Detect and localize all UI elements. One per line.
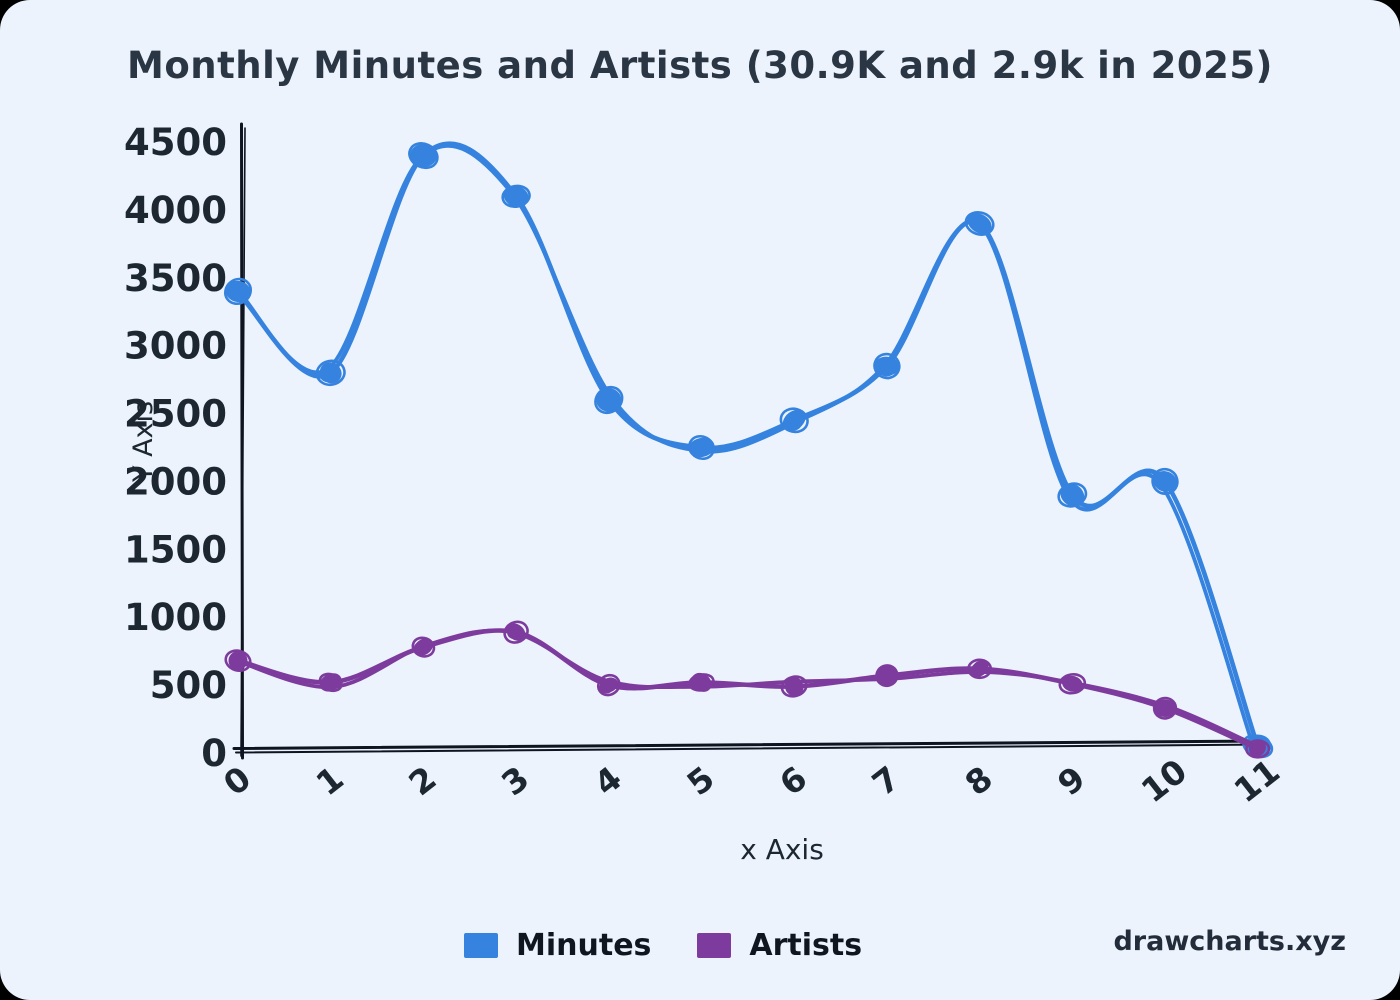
x-tick-label: 10 xyxy=(1134,751,1194,810)
data-point-scribble-minutes xyxy=(501,184,531,209)
y-tick-label: 2000 xyxy=(124,460,227,503)
x-tick-label: 1 xyxy=(309,758,351,803)
y-tick-label: 1000 xyxy=(124,596,227,639)
data-point-blob-artists xyxy=(878,668,893,681)
y-tick-label: 4500 xyxy=(124,121,227,164)
data-point-scribble-minutes xyxy=(779,407,809,434)
data-point-blob-minutes xyxy=(415,146,434,163)
data-point-scribble-artists xyxy=(503,620,529,644)
data-point-blob-minutes xyxy=(1154,471,1173,488)
y-tick-label: 500 xyxy=(150,664,227,707)
y-tick-label: 1500 xyxy=(124,528,227,571)
x-axis-title: x Axis xyxy=(740,833,824,866)
artists-legend-swatch xyxy=(697,933,732,958)
x-tick-label: 8 xyxy=(958,758,1000,803)
data-point-scribble-minutes xyxy=(873,352,901,380)
data-point-scribble-artists xyxy=(875,664,899,688)
data-point-blob-minutes xyxy=(229,284,248,301)
data-point-blob-artists xyxy=(507,626,522,639)
y-axis-title: Y Axis xyxy=(128,400,159,482)
data-point-blob-artists xyxy=(1248,742,1263,755)
data-point-blob-minutes xyxy=(784,414,803,431)
artists-legend-label: Artists xyxy=(749,928,863,963)
watermark-link[interactable]: drawcharts.xyz xyxy=(1113,926,1346,957)
x-axis-line-sketch xyxy=(235,743,1269,754)
series-line-sketch-minutes xyxy=(237,144,1255,747)
x-tick-label: 6 xyxy=(772,758,814,803)
data-point-scribble-minutes xyxy=(964,211,995,236)
minutes-legend-label: Minutes xyxy=(516,928,652,963)
legend: Minutes Artists xyxy=(464,928,862,963)
data-point-blob-artists xyxy=(229,654,244,667)
x-tick-label: 5 xyxy=(680,758,722,803)
x-tick-label: 3 xyxy=(494,758,536,803)
data-point-blob-minutes xyxy=(597,392,616,409)
data-point-blob-artists xyxy=(1159,700,1174,713)
y-tick-label: 0 xyxy=(201,732,227,775)
x-tick-label: 2 xyxy=(401,758,443,803)
legend-item-minutes[interactable]: Minutes xyxy=(464,928,651,963)
data-point-scribble-artists xyxy=(224,649,252,673)
data-point-scribble-artists xyxy=(596,673,621,697)
minutes-legend-swatch xyxy=(464,933,498,958)
data-point-blob-artists xyxy=(325,677,340,690)
data-point-scribble-artists xyxy=(411,636,436,658)
data-point-scribble-minutes xyxy=(408,142,439,170)
data-point-blob-minutes xyxy=(1060,486,1079,503)
data-point-scribble-artists xyxy=(1058,673,1087,695)
data-point-blob-minutes xyxy=(319,366,338,383)
data-point-scribble-artists xyxy=(318,672,343,693)
data-point-scribble-artists xyxy=(1245,739,1271,759)
y-tick-label: 2500 xyxy=(124,393,227,436)
data-point-scribble-minutes xyxy=(315,359,346,387)
data-point-blob-minutes xyxy=(694,438,713,455)
data-point-scribble-minutes xyxy=(594,385,624,415)
data-point-scribble-artists xyxy=(967,658,993,680)
chart-title: Monthly Minutes and Artists (30.9K and 2… xyxy=(127,44,1273,87)
series-line-sketch-artists xyxy=(230,628,1262,750)
data-point-scribble-artists xyxy=(780,675,808,698)
data-point-blob-minutes xyxy=(505,186,524,203)
data-point-blob-artists xyxy=(1066,677,1081,690)
x-tick-label: 9 xyxy=(1050,758,1092,803)
data-point-blob-artists xyxy=(413,641,428,654)
data-point-blob-artists xyxy=(599,681,614,694)
data-point-scribble-artists xyxy=(688,673,715,692)
x-tick-label: 11 xyxy=(1227,751,1287,810)
data-point-scribble-minutes xyxy=(1151,467,1179,496)
y-tick-label: 3500 xyxy=(124,257,227,300)
x-tick-label: 7 xyxy=(865,758,907,803)
data-point-blob-minutes xyxy=(877,360,896,377)
data-point-scribble-artists xyxy=(1152,696,1178,720)
x-axis-line xyxy=(232,739,1270,750)
data-point-blob-artists xyxy=(973,660,988,673)
x-tick-label: 4 xyxy=(587,758,629,803)
data-point-scribble-minutes xyxy=(688,434,715,461)
y-tick-label: 3000 xyxy=(124,325,227,368)
data-point-blob-minutes xyxy=(971,215,990,232)
data-point-scribble-minutes xyxy=(223,277,253,305)
data-point-scribble-minutes xyxy=(1057,482,1088,508)
data-point-blob-artists xyxy=(695,678,710,691)
data-point-blob-artists xyxy=(785,682,800,695)
y-tick-label: 4000 xyxy=(124,189,227,232)
legend-item-artists[interactable]: Artists xyxy=(697,928,862,963)
